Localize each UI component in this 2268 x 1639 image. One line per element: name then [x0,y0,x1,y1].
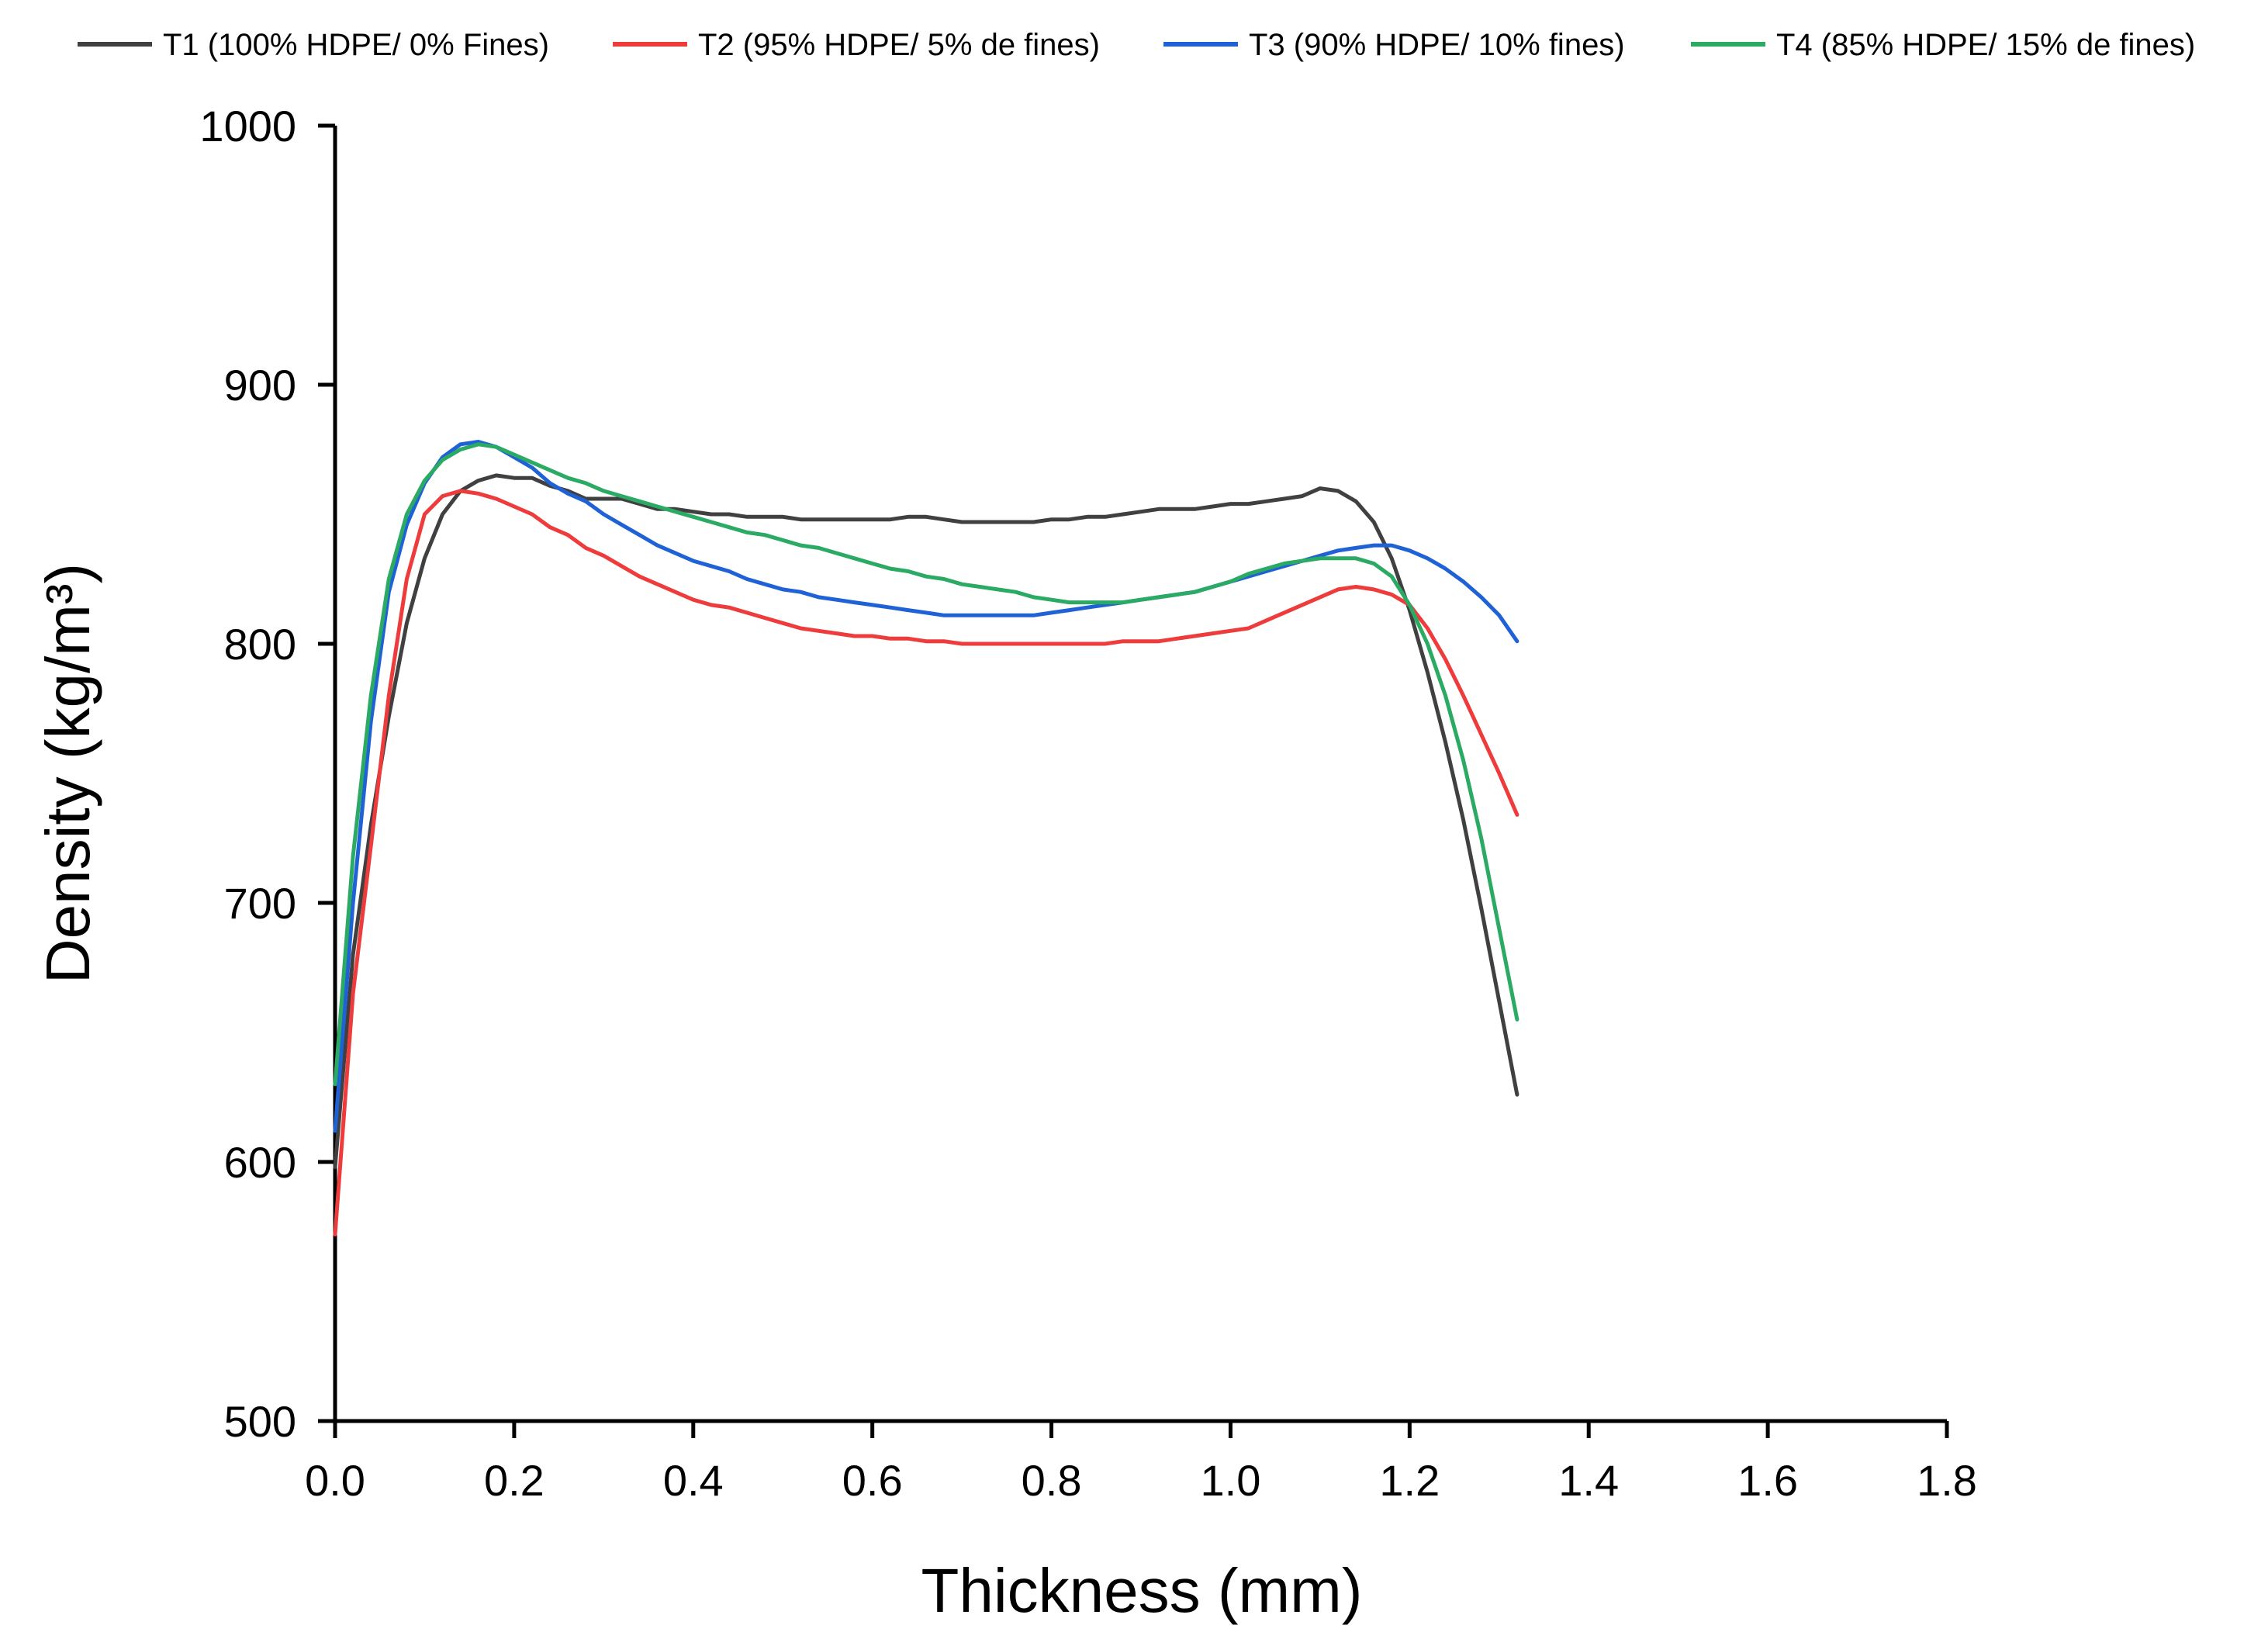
series-line-t2 [333,489,1519,1236]
y-tick-label: 800 [224,620,296,669]
y-tick-label: 900 [224,361,296,410]
x-tick-label: 1.4 [1558,1456,1619,1505]
x-tick-label: 1.8 [1917,1456,1977,1505]
legend-label-t1: T1 (100% HDPE/ 0% Fines) [163,28,549,62]
legend-label-t3: T3 (90% HDPE/ 10% fines) [1249,28,1625,62]
legend-entry-t4: T4 (85% HDPE/ 15% de fines) [1691,28,2195,62]
legend-label-t4: T4 (85% HDPE/ 15% de fines) [1776,28,2195,62]
series-line-t4 [333,442,1519,1087]
y-tick-label: 1000 [199,102,296,150]
y-tick-label: 500 [224,1397,296,1446]
legend: T1 (100% HDPE/ 0% Fines) T2 (95% HDPE/ 5… [78,28,2195,62]
x-tick-label: 0.8 [1022,1456,1082,1505]
x-tick-label: 0.4 [663,1456,724,1505]
x-tick-label: 1.6 [1737,1456,1798,1505]
legend-label-t2: T2 (95% HDPE/ 5% de fines) [698,28,1100,62]
x-tick-label: 1.0 [1201,1456,1261,1505]
x-tick-label: 1.2 [1379,1456,1440,1505]
x-tick-label: 0.2 [484,1456,545,1505]
series-line-t3 [333,440,1519,1133]
legend-entry-t2: T2 (95% HDPE/ 5% de fines) [613,28,1100,62]
series-line-t1 [333,473,1519,1170]
legend-entry-t3: T3 (90% HDPE/ 10% fines) [1163,28,1625,62]
y-tick-label: 600 [224,1138,296,1187]
y-axis-title: Density (kg/m³) [33,563,102,984]
x-axis-title: Thickness (mm) [921,1556,1363,1625]
series-group [333,440,1519,1236]
legend-entry-t1: T1 (100% HDPE/ 0% Fines) [78,28,549,62]
y-tick-label: 700 [224,879,296,928]
x-axis-ticks: 0.0 0.2 0.4 0.6 0.8 1.0 1.2 1.4 1.6 1.8 [305,1421,1977,1505]
y-axis-ticks: 500 600 700 800 900 1000 [199,102,335,1446]
x-tick-label: 0.6 [842,1456,903,1505]
x-tick-label: 0.0 [305,1456,365,1505]
